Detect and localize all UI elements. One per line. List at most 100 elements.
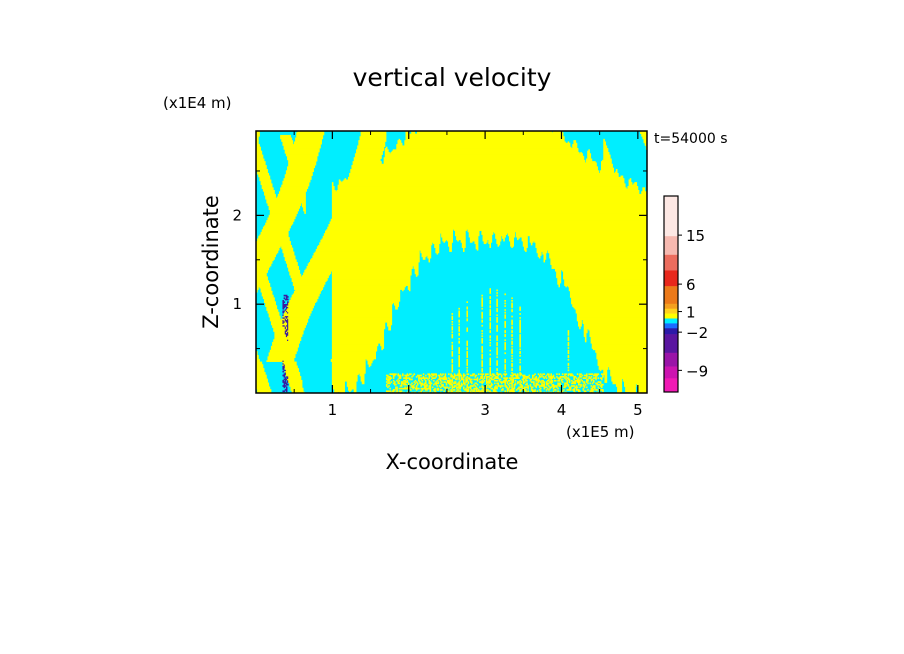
heatmap-cell: [490, 383, 494, 386]
heatmap-cell: [475, 390, 485, 393]
heatmap-cell: [262, 296, 274, 298]
heatmap-cell: [522, 243, 528, 246]
heatmap-cell: [511, 306, 513, 309]
heatmap-cell: [489, 324, 491, 327]
heatmap-cell: [555, 269, 562, 272]
heatmap-cell: [411, 132, 416, 135]
heatmap-cell: [504, 324, 506, 327]
heatmap-cell: [530, 387, 533, 390]
heatmap-cell: [601, 162, 612, 165]
heatmap-cell: [259, 178, 271, 180]
heatmap-cell: [287, 318, 289, 321]
heatmap-cell: [395, 307, 398, 310]
heatmap-cell: [280, 136, 291, 138]
heatmap-cell: [452, 389, 456, 391]
heatmap-cell: [326, 229, 454, 231]
heatmap-cell: [404, 144, 571, 146]
heatmap-cell: [330, 220, 647, 222]
heatmap-cell: [405, 375, 408, 378]
heatmap-cell: [542, 375, 544, 378]
heatmap-cell: [264, 192, 275, 195]
heatmap-cell: [489, 310, 491, 313]
heatmap-cell: [430, 375, 433, 378]
heatmap-cell: [519, 390, 521, 393]
heatmap-cell: [443, 241, 445, 243]
heatmap-cell: [497, 244, 500, 247]
heatmap-cell: [287, 168, 314, 171]
heatmap-cell: [331, 282, 411, 285]
heatmap-cell: [466, 356, 468, 359]
heatmap-cell: [557, 281, 562, 284]
heatmap-cell: [256, 243, 291, 246]
heatmap-cell: [460, 375, 463, 378]
heatmap-cell: [596, 383, 601, 386]
heatmap-cell: [331, 183, 334, 186]
heatmap-cell: [610, 372, 647, 374]
heatmap-cell: [595, 389, 598, 391]
heatmap-cell: [579, 326, 581, 328]
heatmap-cell: [265, 222, 294, 225]
heatmap-cell: [481, 385, 483, 387]
heatmap-cell: [266, 200, 306, 203]
heatmap-cell: [481, 315, 483, 318]
heatmap-cell: [284, 149, 320, 152]
heatmap-cell: [466, 370, 468, 373]
heatmap-cell: [481, 389, 483, 391]
heatmap-cell: [264, 298, 275, 301]
heatmap-cell: [331, 332, 385, 335]
heatmap-cell: [507, 234, 516, 237]
heatmap-cell: [480, 375, 483, 378]
heatmap-cell: [491, 373, 495, 376]
heatmap-cell: [581, 374, 583, 377]
heatmap-cell: [567, 351, 570, 353]
heatmap-cell: [458, 327, 460, 330]
heatmap-cell: [304, 271, 332, 273]
heatmap-cell: [519, 355, 521, 357]
heatmap-cell: [511, 349, 513, 352]
heatmap-cell: [257, 170, 268, 173]
heatmap-cell: [321, 238, 441, 241]
heatmap-cell: [330, 218, 647, 221]
heatmap-cell: [281, 246, 293, 248]
heatmap-cell: [592, 374, 598, 377]
heatmap-cell: [293, 142, 322, 145]
heatmap-cell: [465, 379, 468, 382]
heatmap-cell: [385, 383, 388, 386]
heatmap-cell: [266, 307, 278, 310]
heatmap-cell: [283, 362, 297, 365]
heatmap-cell: [535, 242, 647, 245]
heatmap-cell: [506, 387, 510, 390]
heatmap-cell: [282, 385, 287, 387]
heatmap-cell: [423, 386, 427, 389]
heatmap-cell: [489, 349, 491, 352]
heatmap-cell: [282, 365, 286, 368]
heatmap-cell: [591, 344, 647, 347]
heatmap-cell: [511, 302, 513, 305]
heatmap-cell: [331, 192, 640, 195]
heatmap-cell: [583, 335, 587, 338]
heatmap-cell: [289, 383, 303, 386]
heatmap-cell: [331, 302, 394, 305]
heatmap-cell: [421, 379, 424, 382]
heatmap-cell: [394, 381, 396, 383]
heatmap-cell: [384, 149, 389, 152]
heatmap-cell: [289, 272, 301, 275]
heatmap-cell: [519, 343, 521, 345]
heatmap-cell: [611, 377, 647, 379]
heatmap-cell: [360, 133, 387, 136]
heatmap-cell: [538, 375, 542, 378]
heatmap-cell: [576, 319, 582, 322]
heatmap-cell: [522, 377, 526, 379]
heatmap-cell: [594, 373, 600, 376]
heatmap-cell: [256, 272, 267, 275]
heatmap-cell: [515, 389, 518, 391]
heatmap-cell: [440, 379, 442, 382]
heatmap-cell: [599, 389, 604, 391]
heatmap-cell: [466, 347, 468, 349]
heatmap-cell: [551, 267, 647, 269]
heatmap-cell: [481, 362, 483, 365]
heatmap-cell: [287, 339, 289, 341]
heatmap-cell: [496, 341, 498, 344]
heatmap-cell: [543, 256, 547, 259]
heatmap-cell: [504, 299, 506, 302]
